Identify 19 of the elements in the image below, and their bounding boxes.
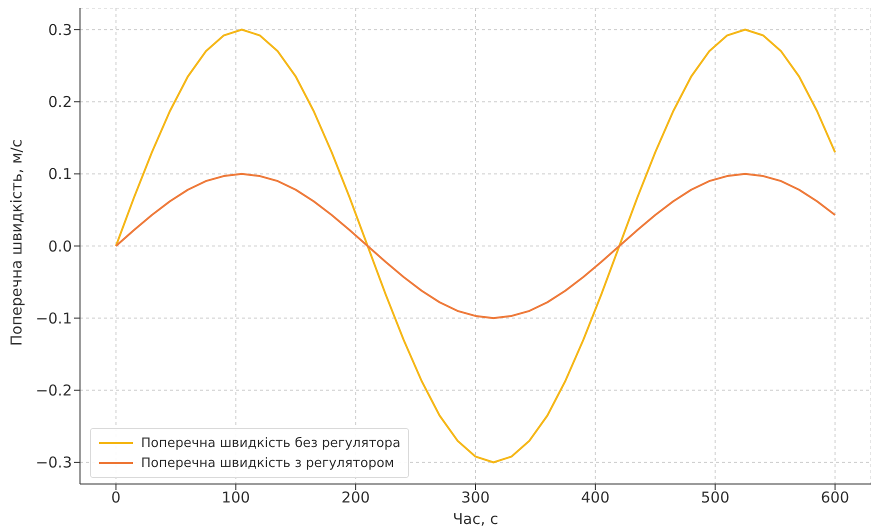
y-tick-label: 0.3 [48, 20, 72, 39]
y-tick-label: −0.1 [36, 309, 72, 328]
x-tick-label: 300 [461, 488, 490, 507]
x-tick-label: 100 [221, 488, 250, 507]
legend-label: Поперечна швидкість без регулятора [141, 436, 400, 450]
x-tick-label: 0 [111, 488, 121, 507]
legend-label: Поперечна швидкість з регулятором [141, 456, 394, 470]
x-tick-label: 200 [341, 488, 370, 507]
y-tick-label: −0.3 [36, 454, 72, 472]
y-axis-title: Поперечна швидкість, м/с [7, 139, 26, 346]
y-tick-label: −0.2 [36, 382, 72, 400]
y-tick-label: 0.0 [48, 237, 72, 256]
x-tick-label: 400 [581, 488, 610, 507]
line-series [114, 172, 836, 320]
y-tick-label: 0.1 [48, 165, 72, 184]
y-tick-label: 0.2 [48, 93, 72, 112]
x-axis-title: Час, с [452, 510, 498, 528]
x-tick-label: 500 [700, 488, 730, 507]
x-tick-label: 600 [820, 488, 850, 507]
